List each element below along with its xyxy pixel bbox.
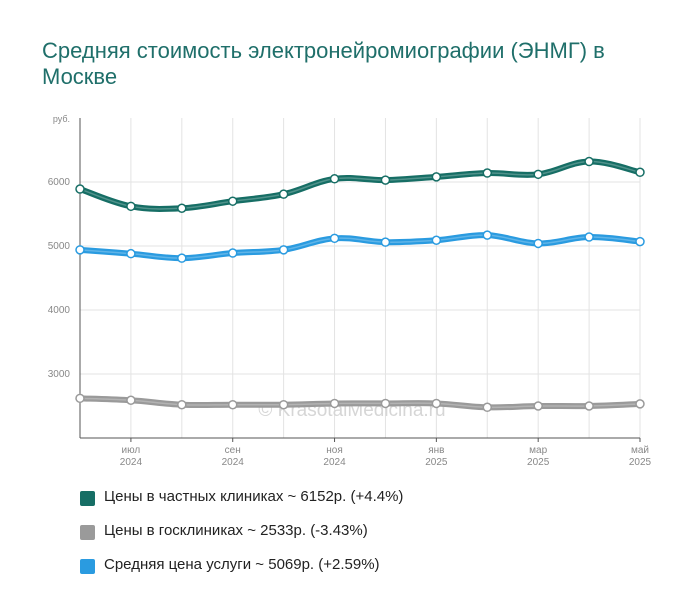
x-tick-month: мар: [529, 445, 547, 456]
data-point-average[interactable]: [278, 245, 289, 255]
x-tick-year: 2024: [222, 457, 245, 468]
data-point-public[interactable]: [533, 401, 543, 411]
data-point-public[interactable]: [380, 398, 391, 409]
data-point-public[interactable]: [584, 401, 594, 411]
legend-swatch-private: [80, 491, 95, 506]
x-tick-month: янв: [428, 445, 444, 456]
data-point-private[interactable]: [177, 203, 187, 213]
series-lines: [77, 158, 643, 411]
data-point-private[interactable]: [533, 169, 543, 180]
data-point-average[interactable]: [380, 237, 391, 247]
data-point-public[interactable]: [278, 399, 289, 410]
y-tick-label: 6000: [48, 177, 71, 188]
chart-title: Средняя стоимость электронейромиографии …: [42, 38, 605, 89]
data-point-average[interactable]: [177, 253, 187, 263]
data-point-private[interactable]: [431, 172, 442, 182]
x-tick-month: ноя: [326, 445, 343, 456]
data-point-private[interactable]: [126, 201, 136, 212]
data-point-average[interactable]: [482, 230, 493, 240]
data-point-average[interactable]: [431, 235, 442, 245]
x-tick-month: сен: [225, 445, 241, 456]
data-point-private[interactable]: [227, 196, 238, 206]
data-point-public[interactable]: [482, 402, 493, 413]
data-point-public[interactable]: [329, 398, 340, 409]
data-point-average[interactable]: [126, 248, 136, 259]
series-points: [75, 156, 645, 413]
x-tick-month: июл: [122, 445, 141, 456]
data-point-private[interactable]: [278, 189, 289, 199]
x-tick-month: май: [631, 445, 649, 456]
legend-swatch-average: [80, 559, 95, 574]
data-point-public[interactable]: [126, 395, 136, 405]
data-point-public[interactable]: [177, 399, 187, 410]
data-point-average[interactable]: [75, 245, 85, 255]
x-tick-year: 2025: [629, 457, 652, 468]
data-point-public[interactable]: [75, 393, 85, 404]
legend-label-average: Средняя цена услуги ~ 5069р. (+2.59%): [104, 556, 380, 573]
x-axis: июл2024сен2024ноя2024янв2025мар2025май20…: [80, 437, 652, 468]
legend-label-private: Цены в частных клиниках ~ 6152р. (+4.4%): [104, 488, 404, 505]
data-point-private[interactable]: [635, 167, 645, 178]
x-tick-year: 2024: [323, 457, 346, 468]
grid: [79, 118, 641, 438]
data-point-public[interactable]: [635, 399, 645, 409]
data-point-public[interactable]: [227, 399, 238, 410]
y-axis: 3000 4000 5000 6000 руб.: [48, 114, 81, 438]
data-point-average[interactable]: [227, 248, 238, 258]
data-point-private[interactable]: [75, 184, 85, 194]
y-tick-label: 5000: [48, 241, 71, 252]
data-point-average[interactable]: [533, 238, 543, 249]
y-tick-label: 4000: [48, 305, 71, 316]
data-point-public[interactable]: [431, 398, 442, 409]
data-point-private[interactable]: [329, 174, 340, 184]
x-tick-year: 2024: [120, 457, 143, 468]
y-unit-label: руб.: [53, 114, 70, 124]
series-line-private: [77, 158, 643, 212]
data-point-average[interactable]: [329, 233, 340, 244]
data-point-average[interactable]: [635, 236, 645, 247]
y-tick-label: 3000: [48, 369, 71, 380]
legend-label-public: Цены в госклиниках ~ 2533р. (-3.43%): [104, 522, 368, 539]
series-line-average: [77, 232, 643, 262]
data-point-private[interactable]: [482, 168, 493, 178]
x-tick-year: 2025: [527, 457, 550, 468]
x-tick-year: 2025: [425, 457, 448, 468]
data-point-private[interactable]: [380, 175, 391, 185]
legend-swatch-public: [80, 525, 95, 540]
data-point-private[interactable]: [584, 156, 594, 167]
data-point-average[interactable]: [584, 232, 594, 242]
